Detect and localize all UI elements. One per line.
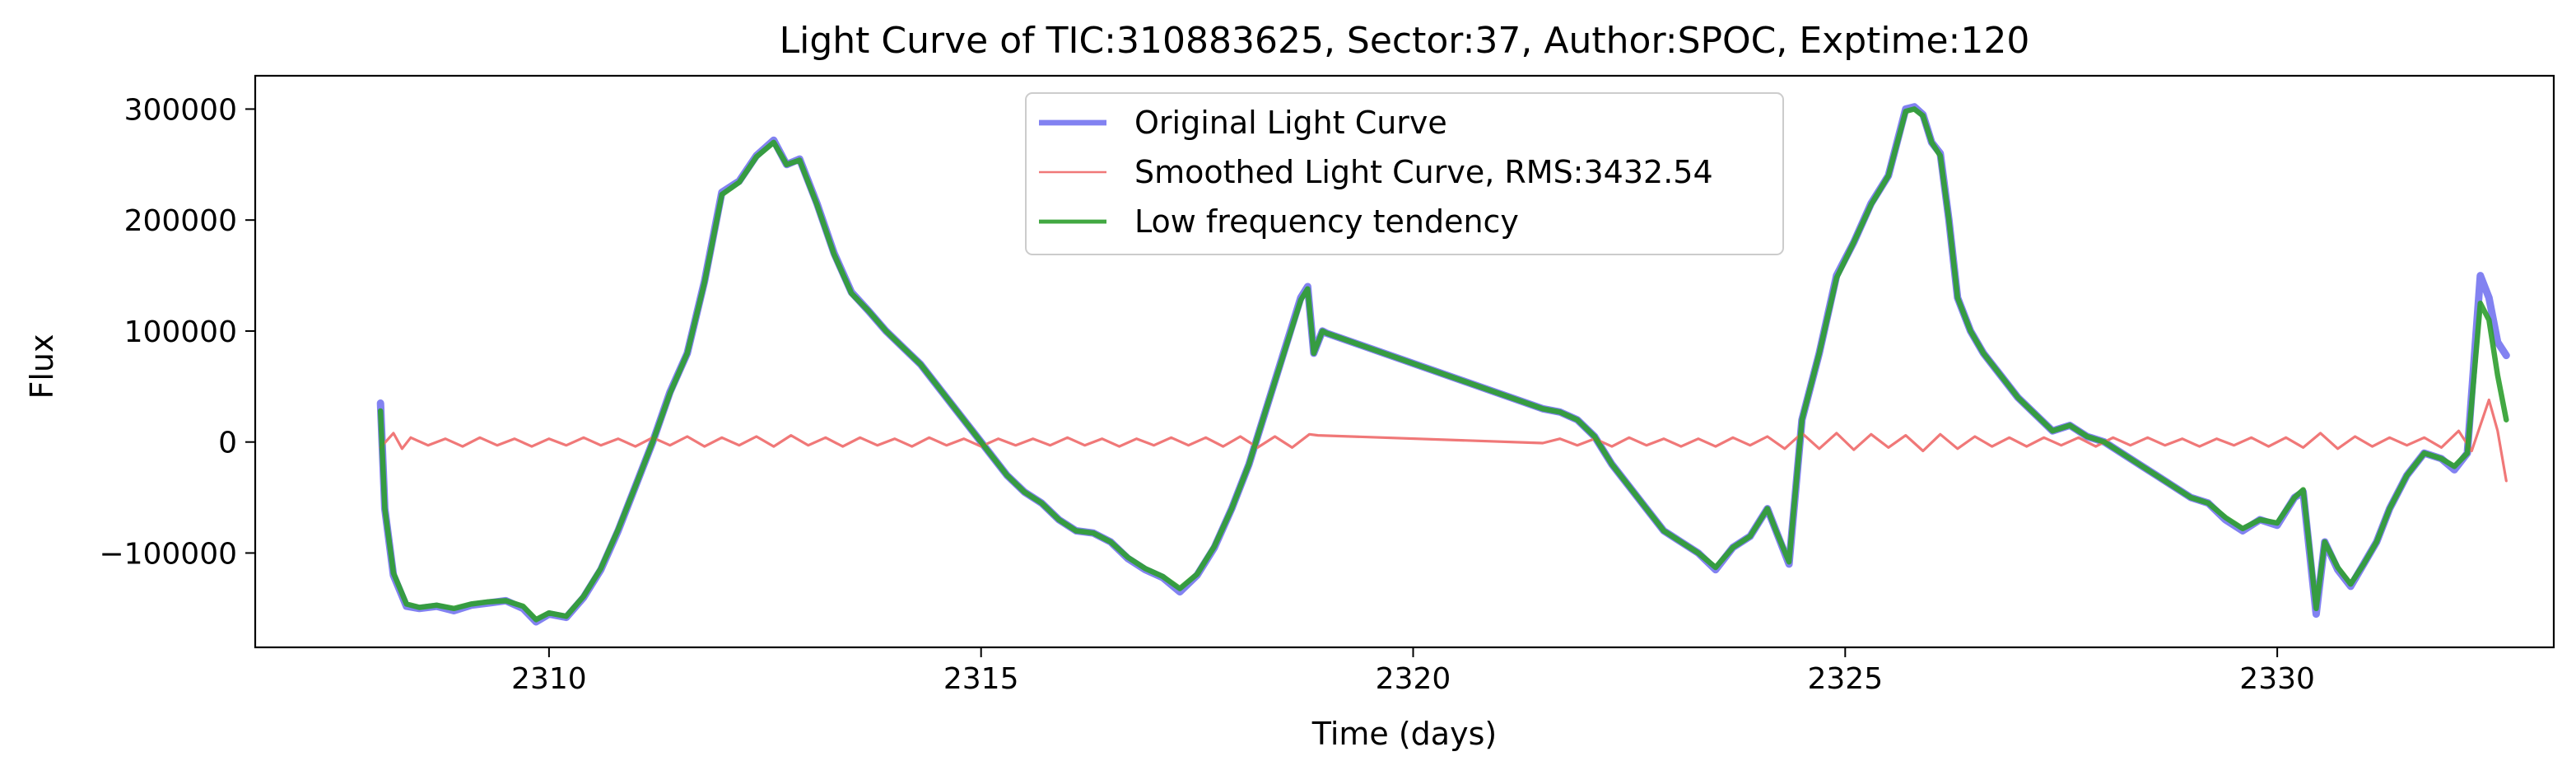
y-tick-label: 300000 — [124, 93, 237, 127]
x-tick-label: 2320 — [1376, 662, 1451, 696]
x-tick-label: 2325 — [1807, 662, 1883, 696]
legend-label-2: Low frequency tendency — [1134, 203, 1519, 240]
x-axis-label: Time (days) — [1311, 716, 1497, 752]
y-axis-label: Flux — [24, 334, 60, 399]
plot-frame — [254, 74, 2555, 649]
legend-label-1: Smoothed Light Curve, RMS:3432.54 — [1134, 154, 1713, 190]
x-tick-label: 2310 — [511, 662, 587, 696]
legend-box — [1025, 92, 1784, 255]
y-tick-label: −100000 — [99, 537, 237, 571]
legend: Original Light Curve Smoothed Light Curve… — [1025, 92, 1784, 255]
y-tick-label: 200000 — [124, 204, 237, 238]
x-tick-label: 2330 — [2239, 662, 2315, 696]
series-line-1 — [379, 398, 2508, 483]
y-tick-label: 100000 — [124, 315, 237, 349]
series-line-2 — [377, 106, 2509, 623]
y-tick-label: 0 — [218, 427, 237, 460]
legend-label-0: Original Light Curve — [1134, 105, 1447, 141]
chart-title: Light Curve of TIC:310883625, Sector:37,… — [780, 20, 2030, 62]
x-tick-label: 2315 — [943, 662, 1019, 696]
